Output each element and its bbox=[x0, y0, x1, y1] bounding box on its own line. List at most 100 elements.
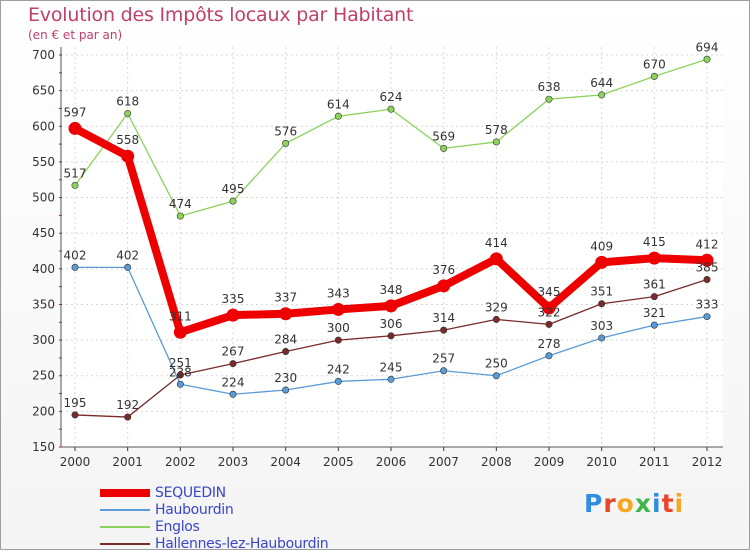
data-point bbox=[124, 413, 132, 421]
x-tick-label: 2010 bbox=[586, 455, 617, 469]
chart-legend: SEQUEDIN Haubourdin Englos Hallennes-lez-Ha… bbox=[100, 484, 329, 552]
data-label: 242 bbox=[327, 362, 350, 376]
data-point bbox=[598, 91, 606, 99]
data-point bbox=[384, 299, 398, 313]
data-point bbox=[598, 300, 606, 308]
data-label: 314 bbox=[432, 311, 455, 325]
y-tick-label: 550 bbox=[32, 155, 55, 169]
data-label: 414 bbox=[485, 236, 508, 250]
data-label: 361 bbox=[643, 278, 666, 292]
data-label: 402 bbox=[116, 248, 139, 262]
x-tick-label: 2012 bbox=[692, 455, 723, 469]
data-point bbox=[229, 360, 237, 368]
data-point bbox=[71, 181, 79, 189]
legend-swatch bbox=[100, 525, 150, 528]
data-label: 343 bbox=[327, 286, 350, 300]
data-point bbox=[226, 308, 240, 322]
data-point bbox=[650, 321, 658, 329]
x-tick-label: 2007 bbox=[428, 455, 459, 469]
data-point bbox=[334, 336, 342, 344]
data-point bbox=[545, 95, 553, 103]
y-tick-label: 500 bbox=[32, 191, 55, 205]
x-tick-label: 2009 bbox=[534, 455, 565, 469]
data-point bbox=[703, 55, 711, 63]
y-tick-label: 200 bbox=[32, 404, 55, 418]
data-label: 576 bbox=[274, 124, 297, 138]
data-point bbox=[387, 375, 395, 383]
data-point bbox=[492, 315, 500, 323]
legend-label: SEQUEDIN bbox=[155, 484, 226, 501]
y-tick-label: 150 bbox=[32, 440, 55, 454]
data-point bbox=[650, 293, 658, 301]
x-tick-label: 2004 bbox=[270, 455, 301, 469]
logo-letter: r bbox=[603, 489, 617, 518]
data-label: 257 bbox=[432, 352, 455, 366]
legend-label: Haubourdin bbox=[155, 501, 234, 518]
data-point bbox=[121, 149, 135, 163]
data-point bbox=[176, 380, 184, 388]
data-point bbox=[595, 255, 609, 269]
data-label: 345 bbox=[538, 285, 561, 299]
data-point bbox=[124, 263, 132, 271]
x-tick-label: 2006 bbox=[376, 455, 407, 469]
legend-item: Haubourdin bbox=[100, 501, 328, 518]
legend-swatch bbox=[100, 542, 150, 545]
proxiti-logo: Proxiti bbox=[584, 489, 684, 518]
data-label: 376 bbox=[432, 263, 455, 277]
chart-subtitle: (en € et par an) bbox=[28, 28, 123, 42]
data-label: 284 bbox=[274, 332, 297, 346]
data-label: 333 bbox=[696, 298, 719, 312]
chart-title: Evolution des Impôts locaux par Habitant bbox=[28, 4, 414, 26]
logo-letter: t bbox=[661, 489, 675, 518]
y-tick-label: 400 bbox=[32, 262, 55, 276]
data-label: 303 bbox=[590, 319, 613, 333]
logo-letter: i bbox=[652, 489, 662, 518]
x-tick-label: 2008 bbox=[481, 455, 512, 469]
data-label: 638 bbox=[538, 80, 561, 94]
data-point bbox=[229, 390, 237, 398]
data-label: 517 bbox=[64, 166, 87, 180]
data-label: 415 bbox=[643, 235, 666, 249]
logo-letter: i bbox=[674, 489, 685, 518]
data-label: 670 bbox=[643, 57, 666, 71]
data-point bbox=[440, 144, 448, 152]
data-point bbox=[542, 301, 556, 315]
data-point bbox=[492, 372, 500, 380]
y-tick-label: 250 bbox=[32, 369, 55, 383]
data-label: 278 bbox=[538, 337, 561, 351]
y-tick-label: 300 bbox=[32, 333, 55, 347]
data-point bbox=[545, 352, 553, 360]
data-point bbox=[176, 371, 184, 379]
data-label: 329 bbox=[485, 300, 508, 314]
data-label: 409 bbox=[590, 239, 613, 253]
data-label: 335 bbox=[222, 292, 245, 306]
data-label: 195 bbox=[64, 396, 87, 410]
data-label: 644 bbox=[590, 76, 613, 90]
data-point bbox=[700, 253, 714, 267]
data-point bbox=[124, 109, 132, 117]
legend-swatch bbox=[100, 508, 150, 511]
data-label: 618 bbox=[116, 94, 139, 108]
data-label: 578 bbox=[485, 123, 508, 137]
data-label: 495 bbox=[222, 182, 245, 196]
legend-item: Englos bbox=[100, 518, 328, 535]
logo-letter: x bbox=[634, 489, 652, 518]
x-tick-label: 2000 bbox=[60, 455, 91, 469]
data-label: 250 bbox=[485, 357, 508, 371]
data-label: 558 bbox=[116, 133, 139, 147]
data-label: 351 bbox=[590, 285, 613, 299]
data-point bbox=[279, 307, 293, 321]
data-point bbox=[440, 326, 448, 334]
data-label: 245 bbox=[380, 360, 403, 374]
data-label: 306 bbox=[380, 317, 403, 331]
data-point bbox=[71, 411, 79, 419]
data-point bbox=[387, 105, 395, 113]
data-point bbox=[650, 72, 658, 80]
data-label: 474 bbox=[169, 197, 192, 211]
data-point bbox=[176, 212, 184, 220]
legend-label: Hallennes-lez-Haubourdin bbox=[155, 535, 329, 552]
data-point bbox=[68, 121, 82, 135]
data-label: 569 bbox=[432, 129, 455, 143]
data-label: 251 bbox=[169, 356, 192, 370]
data-label: 311 bbox=[169, 309, 192, 323]
